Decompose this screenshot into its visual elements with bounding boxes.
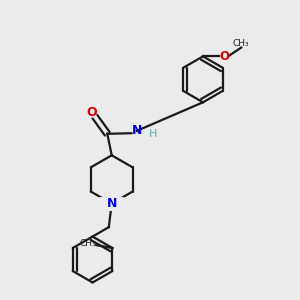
Text: N: N — [132, 124, 142, 137]
Text: H: H — [149, 129, 158, 140]
Text: N: N — [106, 197, 117, 210]
Text: CH₃: CH₃ — [80, 239, 96, 248]
Text: CH₃: CH₃ — [233, 40, 250, 49]
Text: O: O — [220, 50, 230, 63]
Text: O: O — [86, 106, 97, 119]
